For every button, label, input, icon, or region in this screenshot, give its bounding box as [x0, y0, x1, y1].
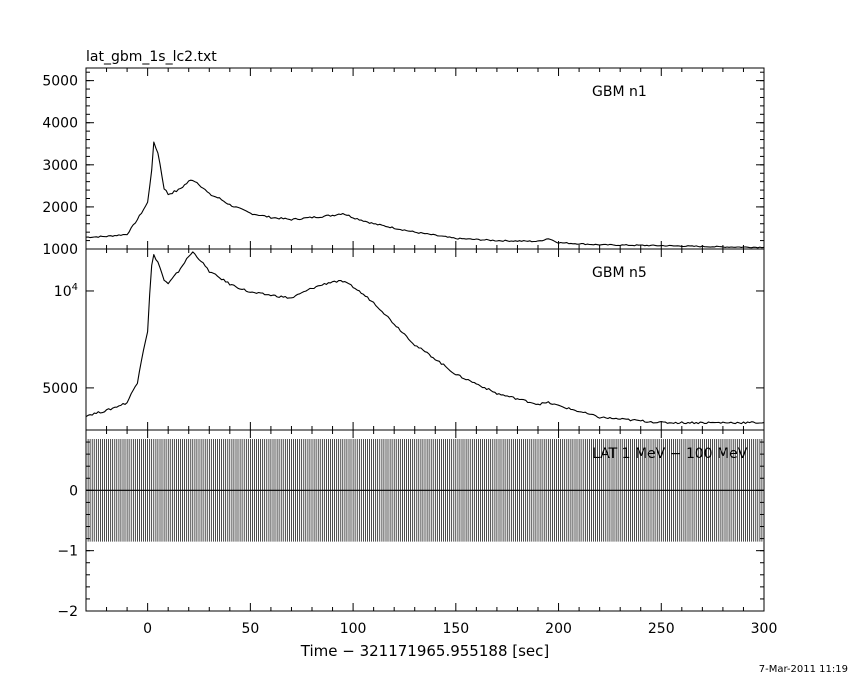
y-tick-label: 4000	[42, 116, 78, 132]
panel-label: LAT 1 MeV − 100 MeV	[592, 446, 748, 462]
file-title: lat_gbm_1s_lc2.txt	[86, 49, 217, 65]
x-tick-label: 0	[143, 621, 152, 637]
panel-2: 5000 104 GBM n5	[42, 248, 765, 431]
panel-label: GBM n1	[592, 84, 647, 100]
series-line	[85, 141, 765, 249]
y-tick-label: 104	[54, 282, 78, 300]
x-tick-label: 300	[751, 621, 778, 637]
y-tick-label: 0	[69, 483, 78, 499]
x-tick-label: 150	[442, 621, 469, 637]
y-tick-label: −2	[57, 604, 78, 620]
series-line	[85, 251, 765, 425]
x-tick-label: 50	[241, 621, 259, 637]
x-axis-label: Time − 321171965.955188 [sec]	[300, 642, 550, 660]
x-tick-label: 100	[340, 621, 367, 637]
y-tick-label: 3000	[42, 158, 78, 174]
y-tick-label: 2000	[42, 200, 78, 216]
panel-frame	[85, 248, 765, 431]
y-tick-label: 1000	[42, 242, 78, 258]
panel-label: GBM n5	[592, 265, 647, 281]
panel-3: −2 −1 0 LAT 1 MeV − 100 MeV	[57, 429, 765, 620]
timestamp-footer: 7-Mar-2011 11:19	[759, 664, 848, 675]
y-tick-label: −1	[57, 544, 78, 560]
y-tick-label: 5000	[42, 74, 78, 90]
y-tick-label: 5000	[42, 381, 78, 397]
x-tick-label: 200	[545, 621, 572, 637]
panel-1: 1000 2000 3000 4000 5000 GBM n1	[42, 67, 765, 258]
panel-frame	[85, 67, 765, 250]
x-tick-label: 250	[648, 621, 675, 637]
